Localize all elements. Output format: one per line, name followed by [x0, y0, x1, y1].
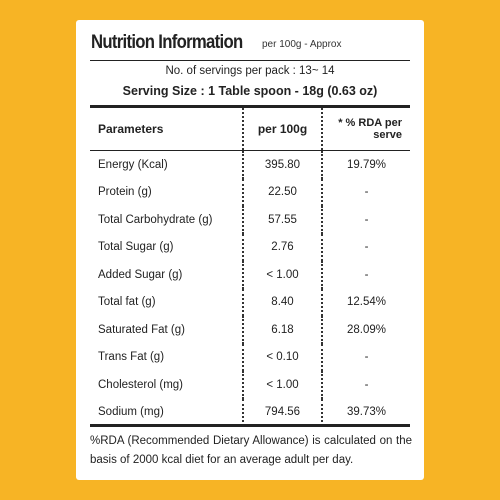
table-row: Total Sugar (g) 2.76 - [90, 233, 410, 261]
column-header: Parameters [98, 122, 164, 136]
table-cell: - [364, 186, 369, 199]
table-cell: 395.80 [242, 151, 323, 179]
table-cell: < 1.00 [242, 371, 323, 399]
table-cell: - [364, 213, 369, 226]
table-row: Trans Fat (g) < 0.10 - [90, 343, 410, 371]
table-cell: Total Carbohydrate (g) [98, 213, 213, 226]
servings: No. of servings per pack : 13~ 14 [165, 65, 335, 77]
table-cell: - [364, 378, 369, 391]
table-cell: - [364, 241, 369, 254]
column-header: per 100g [242, 108, 323, 150]
table-cell: Total fat (g) [98, 296, 156, 309]
table-row: Energy (Kcal) 395.80 19.79% [90, 151, 410, 179]
serving-size: Serving Size : 1 Table spoon - 18g (0.63… [122, 84, 378, 98]
table-cell: 2.76 [242, 233, 323, 261]
table-cell: 6.18 [242, 316, 323, 344]
table-row: Added Sugar (g) < 1.00 - [90, 261, 410, 289]
table-row: Saturated Fat (g) 6.18 28.09% [90, 316, 410, 344]
table-row: Cholesterol (mg) < 1.00 - [90, 371, 410, 399]
table-cell: 39.73% [346, 406, 386, 419]
rule [90, 105, 410, 108]
table-cell: Total Sugar (g) [98, 241, 174, 254]
table-row: Protein (g) 22.50 - [90, 178, 410, 206]
table-cell: Energy (Kcal) [98, 158, 168, 171]
footnote: %RDA (Recommended Dietary Allowance) is … [90, 435, 412, 466]
nutrition-card: Nutrition Information per 100g - Approx … [76, 20, 424, 480]
table-row: Total Carbohydrate (g) 57.55 - [90, 206, 410, 234]
nutrition-table: Parameters per 100g * % RDA per serve Energ… [90, 108, 410, 426]
table-cell: 8.40 [242, 288, 323, 316]
table-row: Total fat (g) 8.40 12.54% [90, 288, 410, 316]
table-cell: - [364, 351, 369, 364]
column-header: * % RDA per serve [338, 117, 402, 141]
table-cell: Cholesterol (mg) [98, 378, 183, 391]
table-cell: 19.79% [346, 158, 386, 171]
table-cell: - [364, 268, 369, 281]
table-cell: 28.09% [346, 323, 386, 336]
table-cell: 794.56 [242, 398, 323, 426]
rule [90, 60, 410, 61]
table-cell: 57.55 [242, 206, 323, 234]
header-row: Parameters per 100g * % RDA per serve [90, 108, 410, 151]
table-cell: Trans Fat (g) [98, 351, 165, 364]
table-cell: 22.50 [242, 178, 323, 206]
rule [90, 424, 410, 427]
table-cell: Sodium (mg) [98, 406, 164, 419]
title: Nutrition Information [91, 32, 243, 53]
table-row: Sodium (mg) 794.56 39.73% [90, 398, 410, 426]
table-cell: Saturated Fat (g) [98, 323, 185, 336]
table-cell: 12.54% [346, 296, 386, 309]
table-cell: < 0.10 [242, 343, 323, 371]
table-cell: < 1.00 [242, 261, 323, 289]
table-cell: Protein (g) [98, 186, 152, 199]
subtitle: per 100g - Approx [262, 39, 342, 50]
table-cell: Added Sugar (g) [98, 268, 183, 281]
